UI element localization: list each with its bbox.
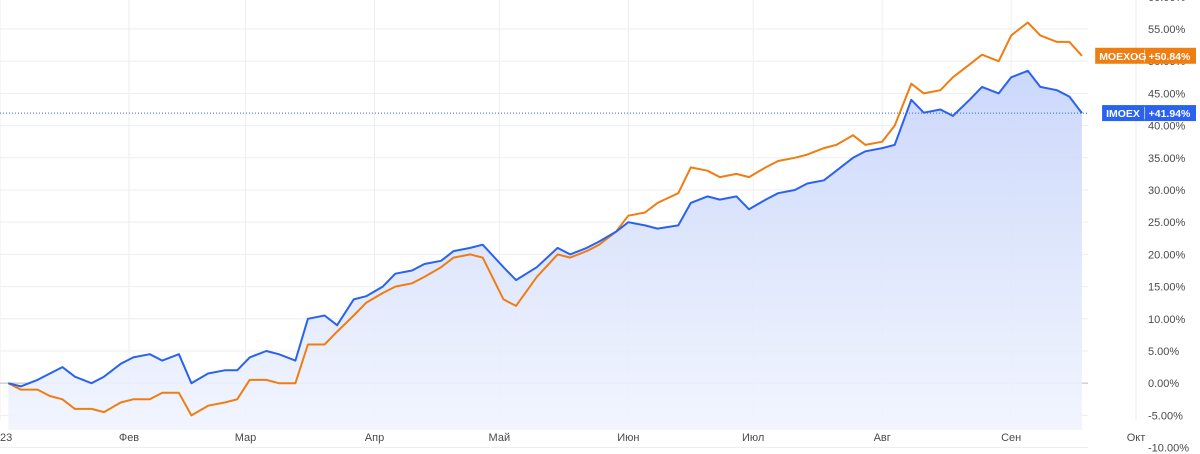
y-tick-label: -10.00% xyxy=(1148,443,1189,454)
y-tick-label: -5.00% xyxy=(1148,410,1183,422)
x-tick-label: Мар xyxy=(235,432,257,444)
badge-value-bg xyxy=(1144,47,1196,64)
badge-series-name: MOEXOG xyxy=(1099,51,1146,63)
x-tick-label: 23 xyxy=(0,432,12,444)
badge-series-value: +50.84% xyxy=(1149,51,1191,63)
y-tick-label: 45.00% xyxy=(1148,88,1186,100)
y-tick-label: 10.00% xyxy=(1148,314,1186,326)
y-axis: -10.00% -5.00% 0.00% 5.00% 10.00% 15.00% 20.00… xyxy=(1148,0,1189,454)
y-tick-label: 60.00% xyxy=(1148,0,1186,4)
x-tick-label: Июл xyxy=(742,432,764,444)
badge-name-bg xyxy=(1095,47,1145,64)
x-tick-label: Авг xyxy=(874,432,891,444)
x-axis: 23 Фев Мар Апр Май Июн Июл Авг Сен Окт xyxy=(0,432,1145,444)
badge-series-name: IMOEX xyxy=(1106,108,1140,120)
x-tick-label: Сен xyxy=(1001,432,1021,444)
series-area-imoex xyxy=(8,70,1082,430)
series-line-moexog xyxy=(7,21,1083,417)
y-tick-label: 35.00% xyxy=(1148,153,1186,165)
badge-series-value: +41.94% xyxy=(1149,108,1191,120)
series-line-imoex xyxy=(8,69,1083,388)
x-tick-label: Окт xyxy=(1127,432,1146,444)
y-tick-label: 55.00% xyxy=(1148,24,1186,36)
x-tick-label: Май xyxy=(489,432,511,444)
y-tick-label: 30.00% xyxy=(1148,185,1186,197)
x-tick-label: Апр xyxy=(365,432,384,444)
y-tick-label: 40.00% xyxy=(1148,121,1186,133)
x-tick-label: Июн xyxy=(617,432,639,444)
y-tick-label: 25.00% xyxy=(1148,217,1186,229)
badge-name-bg xyxy=(1102,105,1145,122)
y-tick-label: 20.00% xyxy=(1148,249,1186,261)
y-tick-label: 0.00% xyxy=(1148,378,1179,390)
x-tick-label: Фев xyxy=(119,432,139,444)
y-tick-label: 15.00% xyxy=(1148,282,1186,294)
badge-imoex: IMOEX +41.94% xyxy=(1102,105,1196,122)
badge-moexog: MOEXOG +50.84% xyxy=(1095,47,1196,64)
plot-area xyxy=(0,21,1088,430)
grid xyxy=(0,0,1137,449)
y-tick-label: 5.00% xyxy=(1148,346,1179,358)
badge-value-bg xyxy=(1144,105,1196,122)
last-value-badges: MOEXOG +50.84% IMOEX +41.94% xyxy=(1095,47,1196,122)
